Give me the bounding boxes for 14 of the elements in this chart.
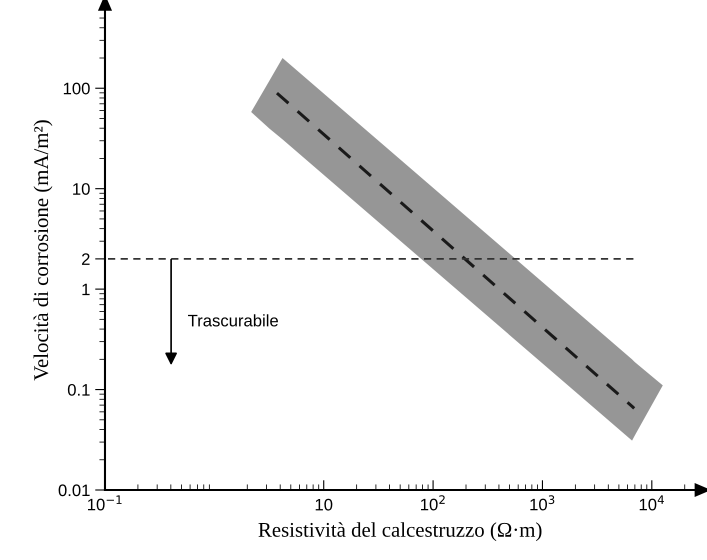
y-tick-label: 100: [64, 82, 90, 94]
y-tick-label: 1: [82, 284, 90, 296]
x-tick-label: 10$^{4}$: [640, 495, 664, 510]
y-tick-label: 10: [73, 183, 90, 195]
annotation: Trascurabile: [188, 314, 278, 326]
y-tick-label: 0.01: [58, 484, 90, 496]
x-tick-label: 10: [316, 498, 332, 511]
y-tick-label: 0.1: [68, 384, 90, 396]
y-tick-label: 2: [82, 253, 90, 265]
x-axis-title: Resistività del calcestruzzo (Ω·m): [258, 522, 542, 542]
x-tick-label: 10$^{3}$: [530, 495, 554, 510]
y-axis-title: Velocità di corrosione (mA/m²): [33, 120, 52, 380]
x-tick-label: 10$^{2}$: [421, 495, 445, 510]
x-tick-label: 10$^{−1}$: [88, 495, 122, 510]
